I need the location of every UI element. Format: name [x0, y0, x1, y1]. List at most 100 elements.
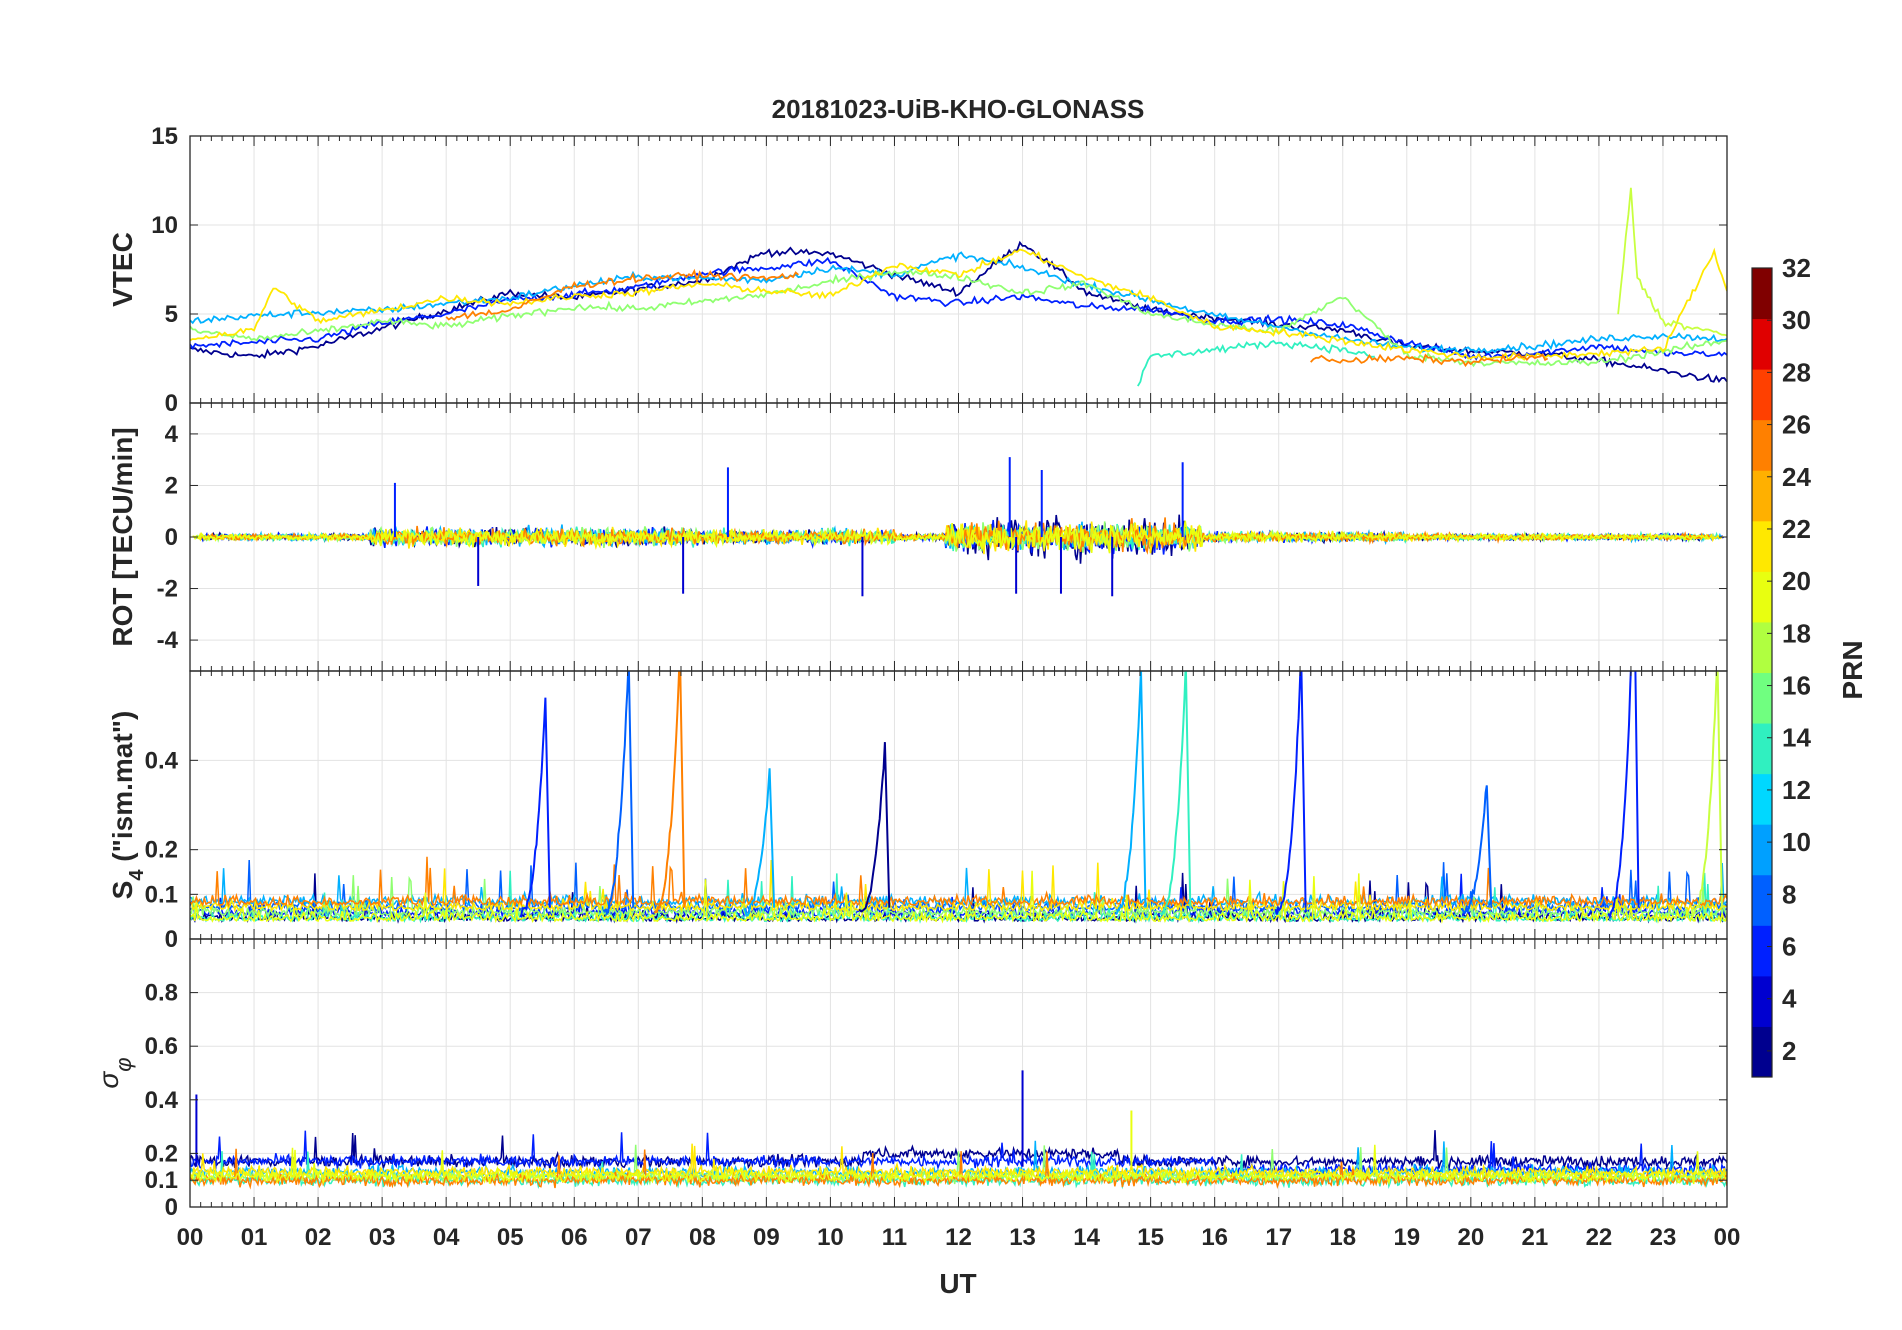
y-tick-label: 0 [165, 926, 178, 953]
x-tick-label: 05 [497, 1224, 524, 1251]
x-tick-label: 20 [1457, 1224, 1484, 1251]
colorbar-tick-label: 8 [1782, 879, 1796, 909]
y-tick-label: 0 [165, 390, 178, 417]
colorbar-tick-label: 16 [1782, 671, 1811, 701]
plot-area [190, 1070, 1727, 1190]
s4-peak [653, 671, 686, 914]
plot-area [192, 457, 1724, 597]
x-tick-label: 12 [945, 1224, 972, 1251]
x-tick-label: 14 [1073, 1224, 1100, 1251]
s4-peak [1690, 671, 1723, 918]
y-tick-label: 0.4 [145, 1087, 179, 1114]
colorbar-tick-label: 24 [1782, 462, 1811, 492]
s4-peak [743, 768, 776, 918]
s4-peak [1607, 671, 1640, 920]
plot-area [190, 671, 1727, 924]
vtec-series [190, 247, 1727, 362]
sigma-phi-series [190, 1144, 1727, 1186]
colorbar-tick-label: 10 [1782, 827, 1811, 857]
y-tick-label: 15 [151, 123, 178, 150]
s4-peak [1159, 671, 1192, 916]
colorbar-segment [1752, 621, 1772, 648]
colorbar-tick-label: 14 [1782, 723, 1811, 753]
colorbar-segment [1752, 596, 1772, 623]
s4-peak [1274, 671, 1307, 915]
colorbar-tick-label: 32 [1782, 253, 1811, 283]
vtec-series [1310, 353, 1549, 368]
colorbar-tick-label: 22 [1782, 514, 1811, 544]
colorbar-tick-label: 2 [1782, 1036, 1796, 1066]
x-tick-label: 11 [882, 1224, 907, 1251]
y-axis-label: ROT [TECU/min] [107, 427, 138, 646]
y-axis-label-subscript: φ [111, 1057, 136, 1071]
y-axis-label: σφ [93, 1057, 136, 1088]
panel-2: 0 0.1 0.2 0.4S4 ("ism.mat") [107, 670, 1728, 953]
x-tick-label: 02 [305, 1224, 332, 1251]
s4-peak [602, 671, 635, 916]
s4-peak [1460, 785, 1493, 914]
y-axis-label-subscript: 4 [126, 869, 148, 881]
colorbar-segment [1752, 520, 1772, 547]
y-tick-label: 0.2 [145, 1140, 178, 1167]
y-tick-label: 0.4 [145, 747, 179, 774]
s4-series [190, 875, 1727, 919]
x-tick-label: 09 [753, 1224, 780, 1251]
vtec-series [190, 268, 1727, 368]
colorbar-segment [1752, 1051, 1772, 1078]
y-tick-label: 10 [151, 212, 178, 239]
colorbar-segment [1752, 824, 1772, 850]
colorbar-segment [1752, 444, 1772, 471]
x-ticks [189, 939, 1728, 1207]
x-tick-label: 22 [1586, 1224, 1613, 1251]
colorbar-segment [1752, 571, 1772, 598]
colorbar-segment [1752, 925, 1772, 952]
colorbar-segment [1752, 672, 1772, 699]
colorbar-tick-label: 12 [1782, 775, 1811, 805]
panel-1: -4 -2 0 2 4 ROT [TECU/min] [107, 402, 1728, 672]
y-axis-label: S4 ("ism.mat") [107, 711, 148, 900]
colorbar-tick-label: 30 [1782, 305, 1811, 335]
y-tick-label: -2 [157, 576, 178, 603]
x-tick-label: 00 [1714, 1224, 1741, 1251]
colorbar-segment [1752, 697, 1772, 724]
x-ticks [189, 136, 1728, 403]
x-tick-label: 03 [369, 1224, 396, 1251]
y-tick-label: 0.8 [145, 980, 178, 1007]
x-axis-label: UT [939, 1268, 976, 1299]
colorbar-segment [1752, 343, 1772, 370]
s4-peak [1115, 671, 1147, 915]
x-ticks [189, 403, 1728, 671]
colorbar-segment [1752, 1026, 1772, 1053]
colorbar-tick-label: 4 [1782, 984, 1797, 1014]
x-tick-label: 07 [625, 1224, 652, 1251]
vtec-series [1617, 187, 1727, 337]
colorbar-segment [1752, 369, 1772, 395]
colorbar-segment [1752, 723, 1772, 749]
x-tick-label: 00 [177, 1224, 204, 1251]
colorbar-tick-label: 18 [1782, 618, 1811, 648]
x-tick-label: 08 [689, 1224, 716, 1251]
x-tick-label: 18 [1329, 1224, 1356, 1251]
colorbar-segment [1752, 647, 1772, 673]
x-tick-label: 10 [817, 1224, 844, 1251]
y-axis-label-rest: ("ism.mat") [107, 711, 138, 870]
x-tick-label: 17 [1265, 1224, 1292, 1251]
x-tick-label: 01 [241, 1224, 268, 1251]
vtec-series [190, 251, 1727, 355]
colorbar-segment [1752, 318, 1772, 345]
vtec-series [1137, 339, 1375, 387]
colorbar-segment [1752, 293, 1772, 320]
sigma-phi-series [190, 1148, 1727, 1190]
y-tick-label: -4 [157, 627, 179, 654]
y-tick-label: 0.1 [145, 1167, 178, 1194]
colorbar-segment [1752, 950, 1772, 977]
panel-3: 00.10.2 0.4 0.6 0.8 σφ [93, 938, 1728, 1221]
sigma-phi-series [190, 1144, 1727, 1186]
vtec-series [445, 268, 799, 321]
colorbar-segment [1752, 268, 1772, 294]
y-tick-label: 4 [165, 421, 179, 448]
colorbar-tick-label: 28 [1782, 357, 1811, 387]
